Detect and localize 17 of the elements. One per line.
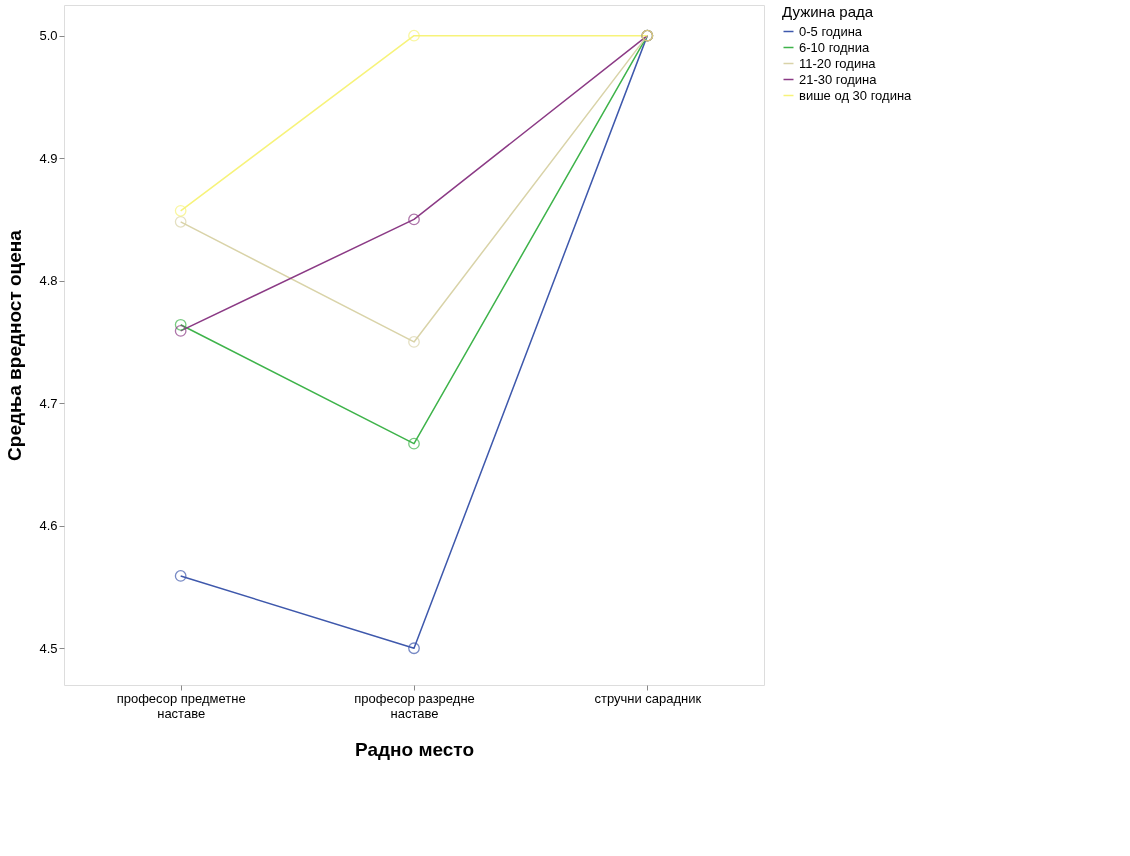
legend-label: 6-10 годниа bbox=[799, 39, 871, 55]
y-tick-label: 4.6 bbox=[39, 518, 58, 534]
y-tick-label: 4.8 bbox=[39, 273, 58, 289]
legend-label: 21-30 година bbox=[799, 71, 878, 87]
y-axis-title: Средња вредност оцена bbox=[4, 229, 26, 461]
x-axis-title: Радно место bbox=[354, 738, 475, 760]
y-tick-label: 5.0 bbox=[39, 28, 58, 44]
y-tick-label: 4.7 bbox=[39, 395, 58, 411]
legend-title: Дужина рада bbox=[782, 3, 874, 20]
x-tick-label: професор разредне наставе bbox=[354, 690, 475, 721]
y-tick-label: 4.5 bbox=[39, 640, 58, 656]
legend-label: 11-20 година bbox=[799, 55, 877, 71]
legend-label: 0-5 година bbox=[799, 23, 863, 39]
legend-label: више од 30 година bbox=[799, 87, 913, 103]
x-tick-label: професор предметне наставе bbox=[116, 690, 246, 721]
y-tick-label: 4.9 bbox=[39, 150, 58, 166]
x-tick-label: стручни сарадник bbox=[594, 690, 702, 706]
